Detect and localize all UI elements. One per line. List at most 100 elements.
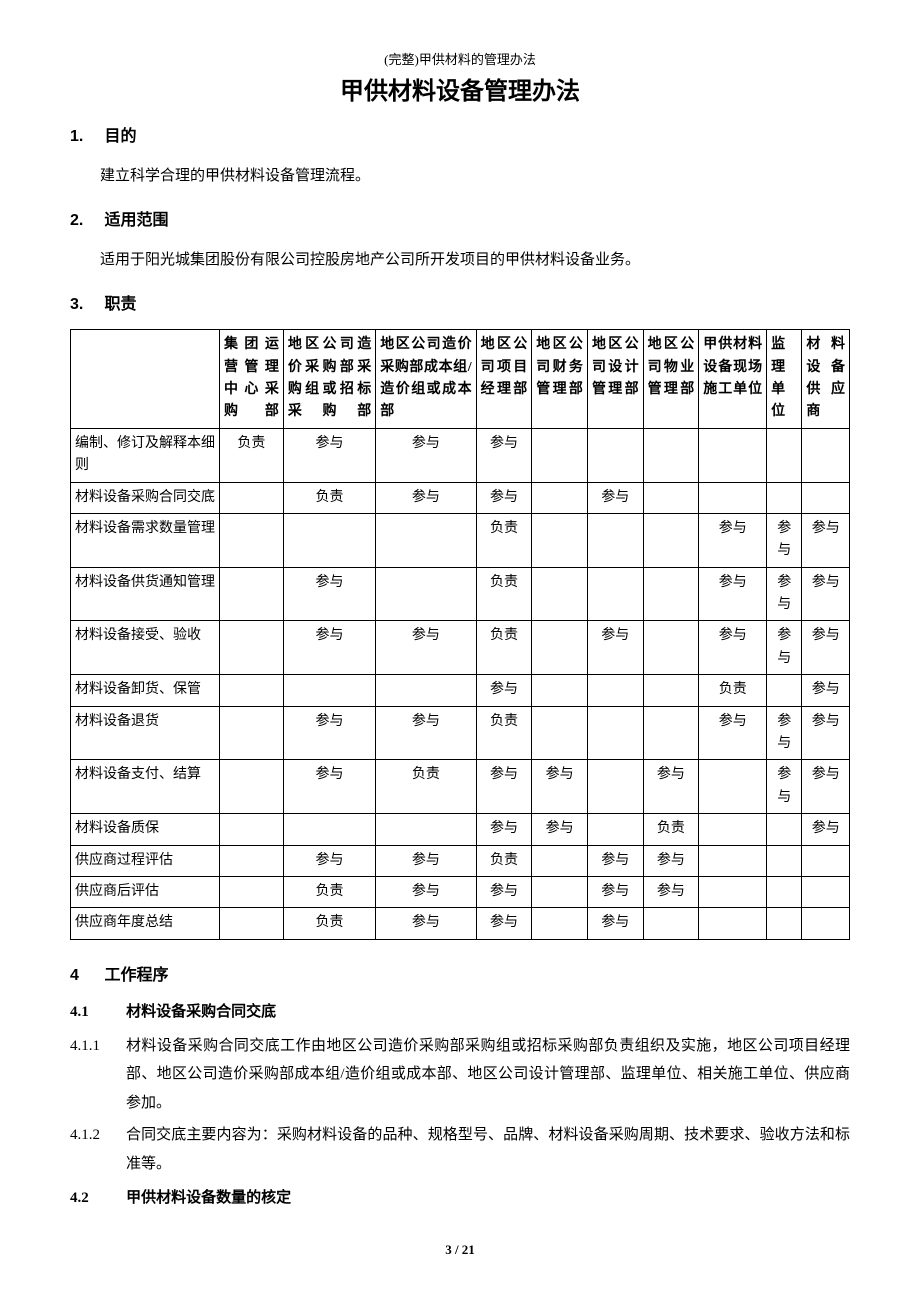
section-4-2-heading: 4.2 甲供材料设备数量的核定 — [70, 1186, 850, 1210]
table-cell — [802, 908, 850, 939]
col-4: 地区公司财务管理部 — [532, 330, 588, 429]
table-cell: 参与 — [376, 621, 476, 675]
table-cell: 参与 — [802, 760, 850, 814]
table-cell: 参与 — [376, 482, 476, 513]
table-cell — [220, 814, 284, 845]
table-cell: 参与 — [802, 675, 850, 706]
col-6: 地区公司物业管理部 — [643, 330, 699, 429]
table-cell: 负责 — [476, 513, 532, 567]
col-1: 地区公司造价采购部采购组或招标采购部 — [283, 330, 375, 429]
table-cell — [220, 760, 284, 814]
table-cell: 参与 — [767, 760, 802, 814]
table-cell: 参与 — [376, 908, 476, 939]
section-4-1-heading: 4.1 材料设备采购合同交底 — [70, 1000, 850, 1024]
table-cell: 负责 — [699, 675, 767, 706]
table-cell: 负责 — [376, 760, 476, 814]
table-cell: 参与 — [283, 760, 375, 814]
col-7: 甲供材料设备现场施工单位 — [699, 330, 767, 429]
item-4-1-2-num: 4.1.2 — [70, 1121, 126, 1178]
table-cell: 参与 — [643, 877, 699, 908]
table-cell: 参与 — [587, 877, 643, 908]
table-cell — [699, 908, 767, 939]
table-cell: 参与 — [587, 845, 643, 876]
table-cell — [802, 428, 850, 482]
item-4-1-2: 4.1.2 合同交底主要内容为：采购材料设备的品种、规格型号、品牌、材料设备采购… — [70, 1121, 850, 1178]
table-cell: 参与 — [802, 814, 850, 845]
table-cell — [767, 845, 802, 876]
item-4-1-2-text: 合同交底主要内容为：采购材料设备的品种、规格型号、品牌、材料设备采购周期、技术要… — [126, 1121, 850, 1178]
section-4-2-num: 4.2 — [70, 1186, 122, 1210]
table-cell: 参与 — [476, 482, 532, 513]
table-cell — [532, 567, 588, 621]
table-cell — [699, 814, 767, 845]
table-row: 材料设备退货参与参与负责参与参与参与 — [71, 706, 850, 760]
table-cell — [376, 567, 476, 621]
table-cell: 参与 — [802, 567, 850, 621]
table-cell — [802, 845, 850, 876]
table-cell: 参与 — [283, 706, 375, 760]
table-cell — [220, 877, 284, 908]
col-9: 材料设备供应商 — [802, 330, 850, 429]
table-cell — [220, 513, 284, 567]
table-cell: 参与 — [476, 428, 532, 482]
table-cell: 参与 — [476, 675, 532, 706]
table-cell — [532, 908, 588, 939]
section-4-num: 4 — [70, 960, 100, 992]
table-cell: 参与 — [699, 513, 767, 567]
table-cell — [283, 675, 375, 706]
row-label: 材料设备卸货、保管 — [71, 675, 220, 706]
table-cell — [220, 845, 284, 876]
item-4-1-1: 4.1.1 材料设备采购合同交底工作由地区公司造价采购部采购组或招标采购部负责组… — [70, 1032, 850, 1118]
table-cell — [767, 428, 802, 482]
table-cell — [587, 513, 643, 567]
table-cell — [802, 482, 850, 513]
table-cell: 参与 — [699, 567, 767, 621]
section-1-num: 1. — [70, 121, 100, 153]
table-cell: 参与 — [699, 621, 767, 675]
table-cell: 参与 — [283, 845, 375, 876]
table-cell — [283, 513, 375, 567]
table-cell — [532, 621, 588, 675]
table-cell — [643, 706, 699, 760]
table-cell: 负责 — [283, 877, 375, 908]
table-cell: 负责 — [283, 908, 375, 939]
table-cell — [767, 675, 802, 706]
table-cell — [699, 845, 767, 876]
item-4-1-1-num: 4.1.1 — [70, 1032, 126, 1118]
responsibility-table: 集团运营管理中心采购部 地区公司造价采购部采购组或招标采购部 地区公司造价采购部… — [70, 329, 850, 940]
table-cell: 负责 — [476, 845, 532, 876]
table-cell: 参与 — [587, 482, 643, 513]
table-cell: 参与 — [643, 845, 699, 876]
table-cell — [376, 814, 476, 845]
table-cell — [532, 877, 588, 908]
section-4-title: 工作程序 — [104, 967, 168, 984]
table-cell: 参与 — [376, 845, 476, 876]
table-cell — [220, 482, 284, 513]
row-label: 供应商过程评估 — [71, 845, 220, 876]
section-2-body: 适用于阳光城集团股份有限公司控股房地产公司所开发项目的甲供材料设备业务。 — [70, 245, 850, 275]
table-cell — [220, 706, 284, 760]
table-cell: 参与 — [767, 513, 802, 567]
table-row: 供应商后评估负责参与参与参与参与 — [71, 877, 850, 908]
section-4-1-title: 材料设备采购合同交底 — [126, 1003, 276, 1020]
table-cell: 参与 — [283, 621, 375, 675]
section-2-num: 2. — [70, 205, 100, 237]
section-3-heading: 3. 职责 — [70, 289, 850, 321]
table-row: 材料设备支付、结算参与负责参与参与参与参与参与 — [71, 760, 850, 814]
table-cell — [220, 621, 284, 675]
table-cell — [587, 567, 643, 621]
table-cell: 负责 — [220, 428, 284, 482]
row-label: 供应商年度总结 — [71, 908, 220, 939]
table-row: 材料设备采购合同交底负责参与参与参与 — [71, 482, 850, 513]
section-1-title: 目的 — [104, 128, 136, 145]
section-1-heading: 1. 目的 — [70, 121, 850, 153]
table-row: 材料设备供货通知管理参与负责参与参与参与 — [71, 567, 850, 621]
row-label: 材料设备供货通知管理 — [71, 567, 220, 621]
table-cell: 负责 — [476, 706, 532, 760]
table-row: 供应商过程评估参与参与负责参与参与 — [71, 845, 850, 876]
table-cell: 参与 — [587, 621, 643, 675]
table-cell — [643, 621, 699, 675]
table-cell: 负责 — [476, 567, 532, 621]
table-cell: 参与 — [767, 621, 802, 675]
col-0: 集团运营管理中心采购部 — [220, 330, 284, 429]
